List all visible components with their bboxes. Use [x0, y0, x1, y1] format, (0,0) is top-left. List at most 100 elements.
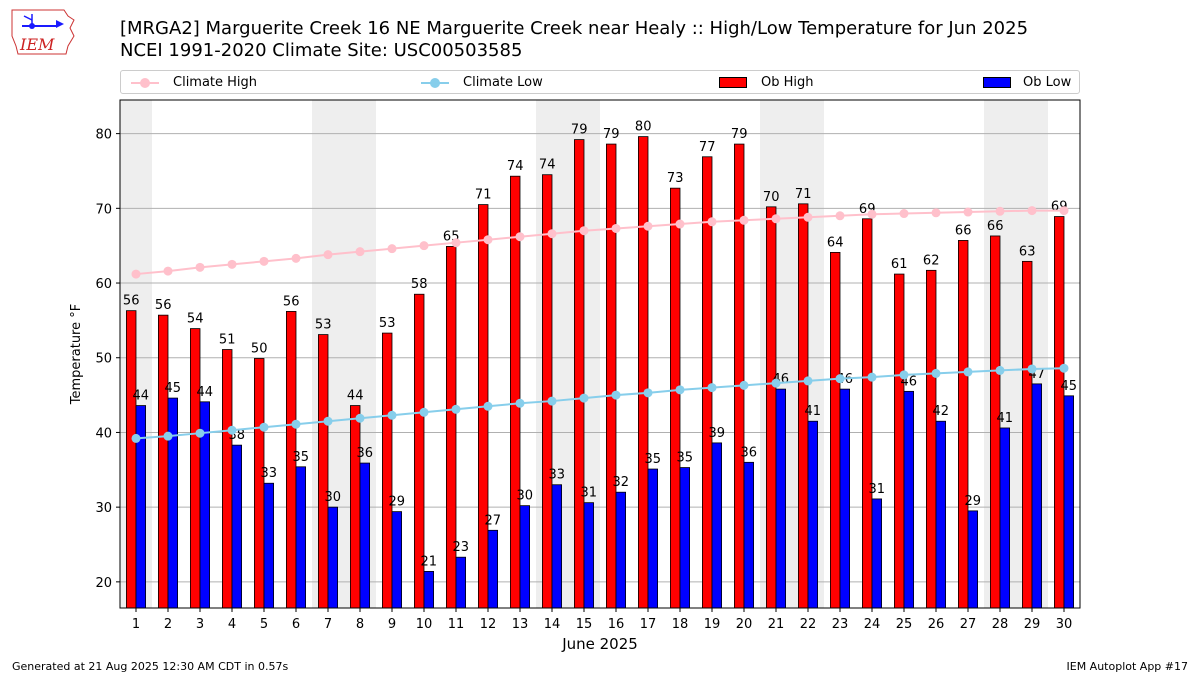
climate-high-point [899, 209, 909, 219]
climate-low-point [515, 398, 525, 408]
y-axis-label: Temperature °F [69, 304, 84, 405]
ob-high-label: 56 [283, 294, 300, 309]
climate-high-point [1027, 206, 1037, 216]
chart-subtitle: NCEI 1991-2020 Climate Site: USC00503585 [120, 40, 523, 61]
ob-high-label: 53 [315, 318, 332, 333]
ob-low-label: 42 [933, 404, 950, 419]
x-tick-label: 25 [896, 617, 913, 632]
climate-low-point [707, 383, 717, 393]
x-tick-label: 5 [260, 617, 268, 632]
climate-high-point [995, 206, 1005, 216]
climate-low-point [483, 401, 493, 411]
ob-high-bar [126, 310, 137, 609]
ob-low-bar [487, 529, 499, 609]
climate-high-point [963, 207, 973, 217]
ob-low-label: 39 [709, 426, 726, 441]
x-tick-label: 23 [832, 617, 849, 632]
climate-high-line [135, 209, 1064, 276]
ob-low-label: 36 [741, 445, 758, 460]
climate-high-point [451, 238, 461, 248]
x-tick-label: 18 [672, 617, 689, 632]
ob-high-label: 54 [187, 312, 204, 327]
ob-high-label: 71 [795, 187, 812, 202]
climate-high-point [483, 235, 493, 245]
ob-low-bar [423, 570, 435, 609]
climate-low-point [643, 388, 653, 398]
ob-low-bar [391, 511, 403, 609]
ob-high-label: 77 [699, 140, 716, 155]
ob-high-label: 66 [955, 223, 972, 238]
climate-high-point [867, 209, 877, 219]
ob-high-bar [1022, 260, 1033, 609]
ob-low-bar [967, 510, 979, 609]
chart-legend: Climate High Climate Low Ob High Ob Low [120, 70, 1080, 94]
ob-low-bar [551, 484, 563, 609]
ob-high-label: 56 [155, 298, 172, 313]
x-tick-label: 11 [448, 617, 465, 632]
ob-low-bar [231, 444, 243, 609]
climate-high-point [739, 215, 749, 225]
climate-low-point [803, 376, 813, 386]
ob-low-bar [903, 390, 915, 609]
ob-high-label: 73 [667, 171, 684, 186]
ob-high-bar [670, 187, 681, 609]
ob-low-label: 21 [421, 554, 438, 569]
ob-low-label: 27 [485, 513, 502, 528]
x-tick-label: 17 [640, 617, 657, 632]
climate-low-point [963, 367, 973, 377]
ob-high-bar [894, 273, 905, 609]
x-tick-label: 14 [544, 617, 561, 632]
ob-high-label: 50 [251, 341, 268, 356]
x-tick-label: 1 [132, 617, 140, 632]
ob-low-label: 41 [997, 411, 1014, 426]
climate-high-point [291, 253, 301, 263]
x-tick-label: 10 [416, 617, 433, 632]
ob-low-bar [679, 467, 691, 609]
ob-high-bar [606, 143, 617, 609]
climate-low-point [995, 365, 1005, 375]
ob-high-label: 64 [827, 235, 844, 250]
ob-high-bar [317, 334, 329, 609]
climate-low-point [355, 413, 365, 423]
ob-low-bar [839, 388, 851, 609]
climate-low-point [387, 410, 397, 420]
ob-high-label: 53 [379, 316, 396, 331]
ob-high-label: 61 [891, 257, 908, 272]
ob-low-label: 45 [165, 381, 182, 396]
x-tick-label: 20 [736, 617, 753, 632]
climate-high-point [1059, 206, 1069, 216]
y-tick-label: 40 [95, 426, 112, 441]
climate-high-point [643, 221, 653, 231]
ob-low-bar [327, 506, 339, 609]
x-tick-label: 22 [800, 617, 817, 632]
climate-high-point [547, 229, 557, 239]
app-credit: IEM Autoplot App #17 [1066, 660, 1189, 673]
climate-high-point [931, 208, 941, 218]
climate-low-point [227, 425, 237, 435]
climate-low-point [867, 372, 877, 382]
x-tick-label: 30 [1056, 617, 1073, 632]
climate-high-point [387, 244, 397, 254]
chart-title: [MRGA2] Marguerite Creek 16 NE Marguerit… [120, 18, 1029, 39]
ob-low-bar [807, 420, 819, 609]
climate-low-point [899, 370, 909, 380]
ob-low-label: 30 [517, 489, 534, 504]
ob-high-bar [157, 314, 169, 609]
climate-high-dot-swatch [140, 78, 150, 88]
ob-low-bar [263, 482, 275, 609]
ob-low-bar [871, 498, 883, 609]
ob-low-swatch [983, 77, 1011, 88]
climate-low-point [1027, 364, 1037, 374]
ob-high-label: 62 [923, 253, 940, 268]
ob-high-bar [766, 206, 777, 609]
ob-low-bar [999, 427, 1011, 609]
ob-high-bar [958, 240, 969, 609]
climate-high-point [771, 214, 781, 224]
ob-high-bar [830, 251, 841, 609]
ob-high-label: 66 [987, 219, 1004, 234]
generated-timestamp: Generated at 21 Aug 2025 12:30 AM CDT in… [12, 660, 289, 673]
ob-low-label: 35 [645, 452, 662, 467]
y-tick-label: 30 [95, 501, 112, 516]
climate-high-point [707, 217, 717, 227]
